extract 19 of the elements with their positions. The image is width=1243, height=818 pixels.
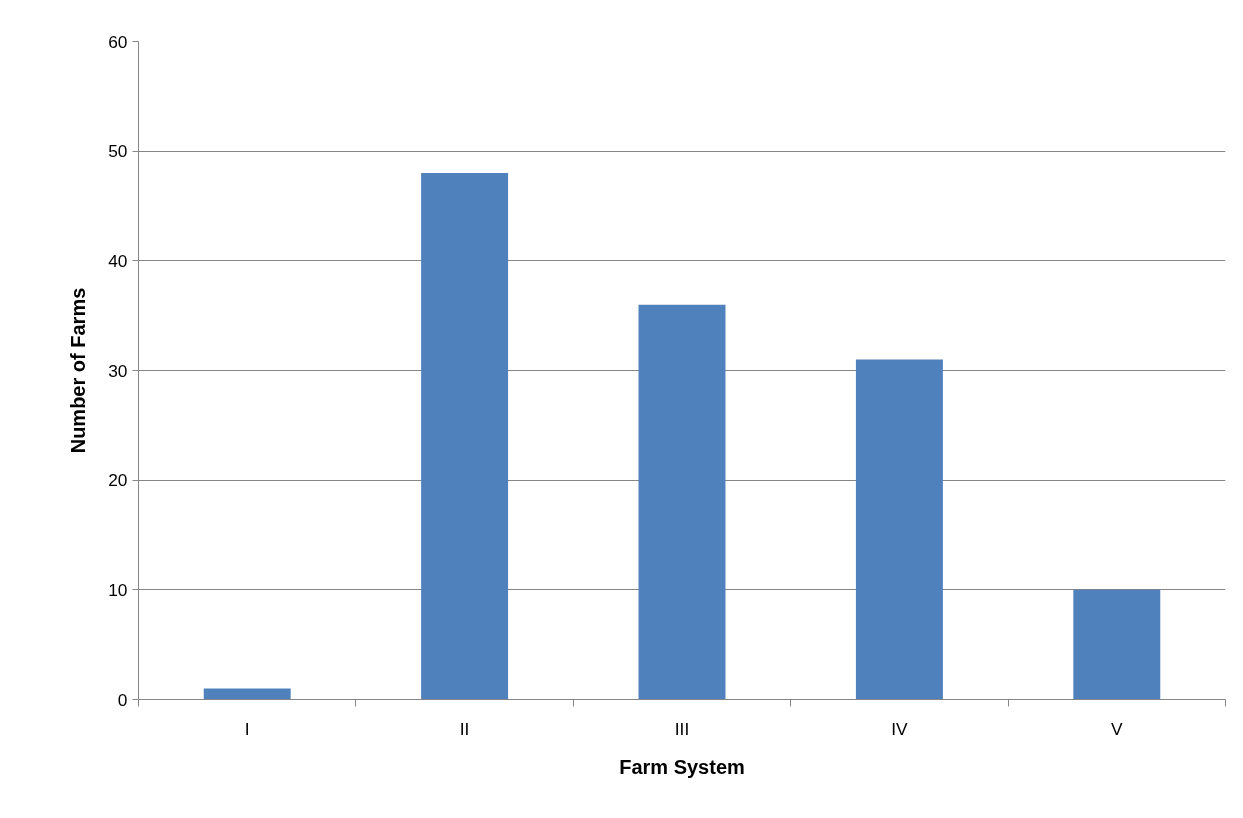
y-tick-label: 40 [108,250,128,271]
x-axis-title: Farm System [619,755,745,778]
y-tick-label: 50 [108,141,128,162]
x-tick-label: V [1111,718,1124,739]
y-tick-label: 20 [108,470,128,491]
bar [855,359,943,700]
x-tick-label: I [244,718,250,739]
bar [421,173,509,700]
x-tick-label: IV [891,718,909,739]
y-tick-label: 60 [108,31,128,52]
y-tick-label: 30 [108,360,128,381]
x-tick-label: III [674,718,690,739]
y-axis-title: Number of Farms [67,287,90,454]
bar [203,688,291,700]
bar [638,304,726,700]
x-tick-label: II [459,718,470,739]
y-tick-label: 10 [108,579,128,600]
y-tick-label: 0 [117,689,128,710]
bar [1073,589,1161,700]
